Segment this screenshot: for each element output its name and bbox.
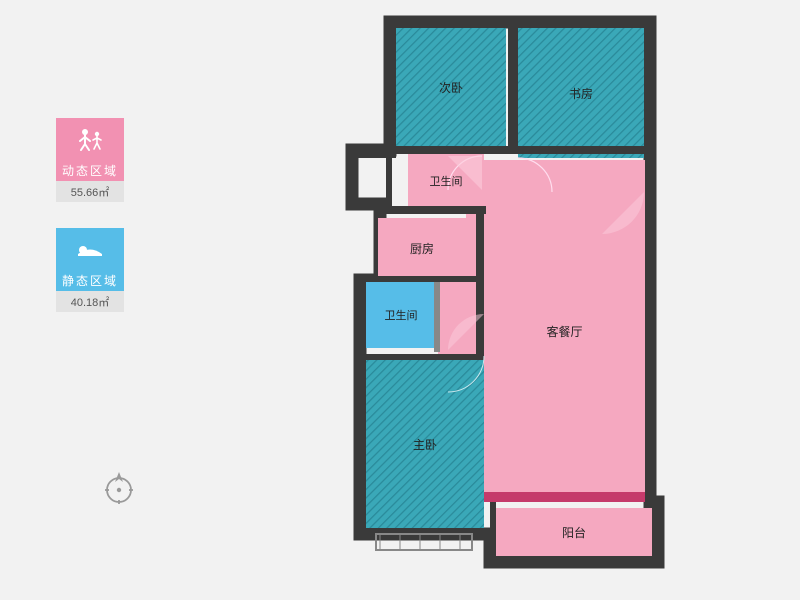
sleep-icon xyxy=(56,228,124,270)
label-master-bedroom: 主卧 xyxy=(366,360,484,528)
legend-dynamic-label: 动态区域 xyxy=(56,160,124,181)
label-kitchen: 厨房 xyxy=(378,218,466,278)
legend-static: 静态区域 40.18㎡ xyxy=(56,228,124,312)
label-balcony: 阳台 xyxy=(496,508,652,556)
legend-static-value: 40.18㎡ xyxy=(56,291,124,312)
legend-dynamic-value: 55.66㎡ xyxy=(56,181,124,202)
label-bathroom1: 卫生间 xyxy=(408,154,484,208)
label-secondary-bedroom: 次卧 xyxy=(396,28,506,146)
legend-panel: 动态区域 55.66㎡ 静态区域 40.18㎡ xyxy=(56,118,124,338)
label-living-dining: 客餐厅 xyxy=(484,160,645,502)
compass-icon xyxy=(101,470,137,506)
legend-dynamic: 动态区域 55.66㎡ xyxy=(56,118,124,202)
people-icon xyxy=(56,118,124,160)
floorplan: 次卧 书房 卫生间 厨房 卫生间 主卧 客餐厅 阳台 xyxy=(340,14,690,574)
label-bathroom2: 卫生间 xyxy=(366,282,436,348)
label-study: 书房 xyxy=(518,28,644,158)
legend-static-label: 静态区域 xyxy=(56,270,124,291)
